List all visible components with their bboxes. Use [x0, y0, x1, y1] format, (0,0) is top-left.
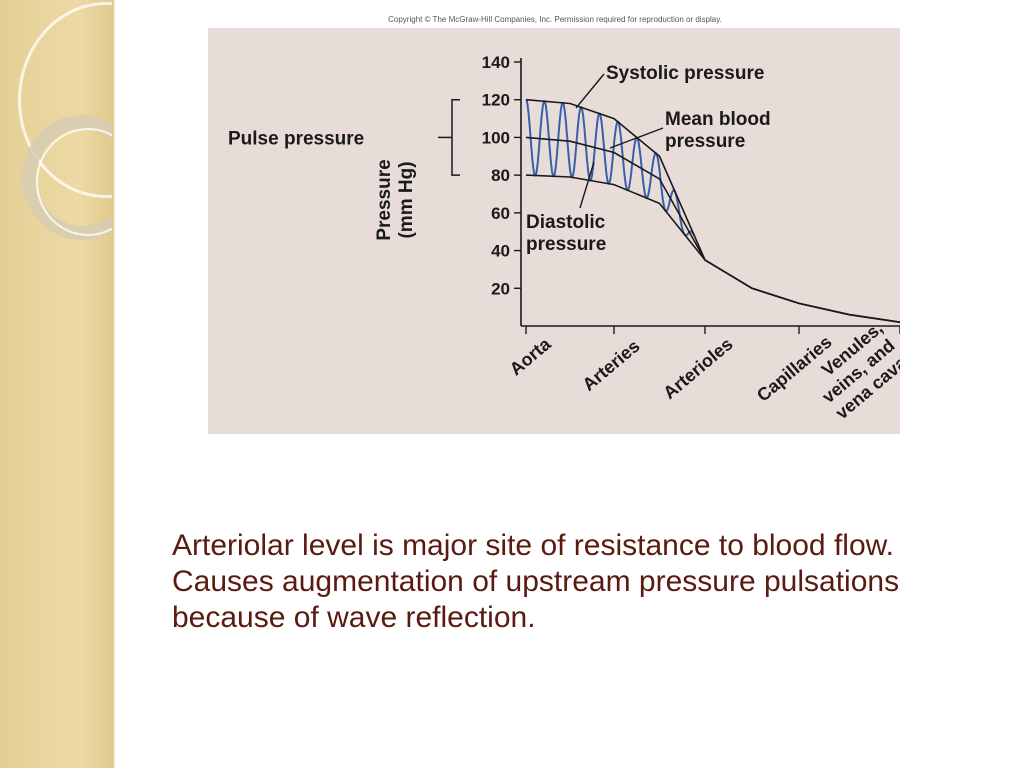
y-tick-label: 100	[482, 128, 510, 147]
systolic-pressure-label: Systolic pressure	[606, 63, 764, 84]
y-tick-label: 120	[482, 91, 510, 110]
diastolic-pressure-line	[525, 174, 900, 324]
diastolic-pressure-label: pressure	[526, 234, 606, 255]
copyright-notice: Copyright © The McGraw-Hill Companies, I…	[388, 15, 722, 24]
y-tick-label: 20	[491, 279, 510, 298]
systolic-pointer	[575, 73, 605, 109]
y-tick-label: 140	[482, 53, 510, 72]
decorative-sidebar	[0, 0, 112, 768]
x-tick-label-line: Arterioles	[659, 334, 736, 403]
y-axis-title-line: Pressure	[374, 159, 395, 240]
sidebar-divider	[112, 0, 115, 768]
x-tick-label-line: Aorta	[506, 333, 556, 379]
caption-line-2: Causes augmentation of upstream pressure…	[172, 565, 900, 634]
diastolic-pointer	[579, 161, 595, 209]
y-axis-title: Pressure (mm Hg)	[374, 159, 417, 240]
x-tick-label: Arteries	[579, 336, 644, 395]
blood-pressure-figure: 20 40 60 80 100 120 140 Pressure (mm Hg) Pulse pr…	[208, 28, 900, 434]
slide-caption: Arteriolar level is major site of resist…	[172, 528, 992, 636]
mean-pointer	[609, 127, 664, 149]
pulse-pressure-label: Pulse pressure	[228, 128, 364, 149]
mean-pressure-label: pressure	[665, 131, 745, 152]
x-tick-label-line: Arteries	[579, 336, 644, 395]
x-tick-label: Aorta	[506, 333, 556, 379]
y-tick-label: 40	[491, 242, 510, 261]
diastolic-pressure-label: Diastolic	[526, 212, 606, 233]
blood-pressure-chart: 20 40 60 80 100 120 140 Pressure (mm Hg) Pulse pr…	[228, 53, 900, 423]
pulse-pressure-bracket	[451, 98, 460, 176]
caption-line-1: Arteriolar level is major site of resist…	[172, 529, 894, 562]
y-tick-label: 60	[491, 204, 510, 223]
y-tick-label: 80	[491, 166, 510, 185]
y-axis-title-line: (mm Hg)	[396, 161, 417, 238]
x-tick-label: Arterioles	[659, 334, 736, 403]
mean-pressure-label: Mean blood	[665, 109, 771, 130]
